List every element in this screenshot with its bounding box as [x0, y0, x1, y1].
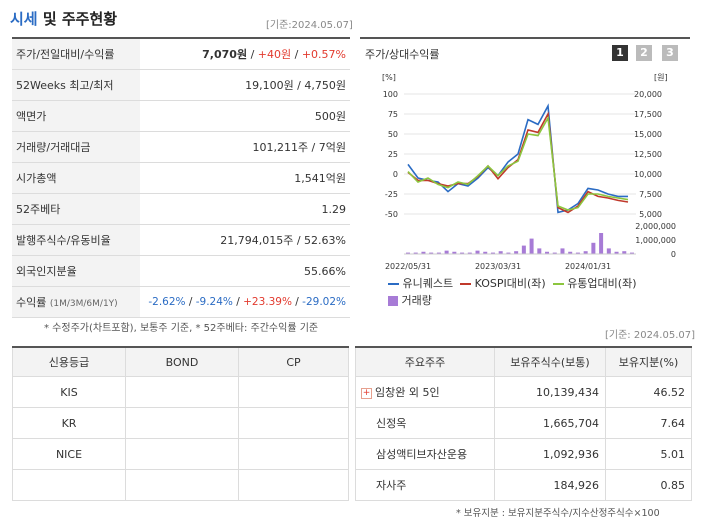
- table-row: KR: [12, 407, 349, 439]
- volume-bar: [467, 252, 472, 254]
- holder-name[interactable]: 임창완 외 5인: [375, 386, 440, 399]
- table-header-row: 주요주주 보유주식수(보통) 보유지분(%): [355, 346, 692, 377]
- y-tick-label: 75: [388, 110, 398, 119]
- holders-date-stamp: [기준: 2024.05.07]: [605, 330, 696, 341]
- footnote: * 수정주가(차트포함), 보통주 기준, * 52주베타: 주간수익률 기준: [44, 323, 319, 334]
- volume-bar: [568, 251, 573, 254]
- y2-tick-label: 5,000: [639, 210, 662, 219]
- table-row: + 임창완 외 5인 10,139,434 46.52: [355, 376, 692, 408]
- y2-tick-label: 7,500: [639, 190, 662, 199]
- table-row: KIS: [12, 376, 349, 408]
- table-row: 삼성액티브자산운용 1,092,936 5.01: [355, 438, 692, 470]
- y2-tick-label: 20,000: [634, 90, 662, 99]
- volume-bar: [483, 251, 488, 254]
- chart-tab-1[interactable]: 1: [612, 45, 628, 61]
- table-row: 발행주식수/유동비율 21,794,015주 / 52.63%: [12, 224, 350, 256]
- table-row: NICE: [12, 438, 349, 470]
- volume-bar: [552, 252, 557, 254]
- volume-bar: [529, 238, 534, 254]
- date-stamp: [기준:2024.05.07]: [266, 20, 353, 31]
- x-tick-label: 2024/01/31: [565, 262, 611, 271]
- volume-bar: [622, 251, 627, 254]
- chart-tab-3[interactable]: 3: [662, 45, 678, 61]
- volume-tick-label: 0: [671, 250, 676, 259]
- y-tick-label: 50: [388, 130, 398, 139]
- volume-bar: [406, 252, 410, 254]
- price-chart: 100 75 50 25 0 -25 -50 20,000 17,500 15,000 12,50…: [382, 73, 676, 271]
- volume-bar: [614, 251, 619, 254]
- y-tick-label: -50: [385, 210, 398, 219]
- series-line: [407, 115, 629, 211]
- volume-bar: [591, 242, 596, 254]
- chart-legend: 유니퀘스트 KOSPI대비(좌) 유통업대비(좌): [388, 275, 637, 291]
- volume-tick-label: 1,000,000: [635, 236, 676, 245]
- legend-line-icon: [552, 283, 564, 285]
- chart-title: 주가/상대수익률: [365, 48, 440, 61]
- major-shareholders-table: 주요주주 보유주식수(보통) 보유지분(%) + 임창완 외 5인 10,139,…: [355, 346, 692, 501]
- y2-tick-label: 17,500: [634, 110, 662, 119]
- table-row: 시가총액 1,541억원: [12, 162, 350, 194]
- quote-info-table: 주가/전일대비/수익률 7,070원 / +40원 / +0.57% 52Wee…: [12, 37, 350, 318]
- y2-tick-label: 15,000: [634, 130, 662, 139]
- volume-bar: [630, 252, 634, 254]
- volume-bar: [490, 252, 495, 254]
- returns-value: -2.62% / -9.24% / +23.39% / -29.02%: [140, 286, 350, 318]
- volume-bar: [537, 248, 542, 254]
- y2-tick-label: 10,000: [634, 170, 662, 179]
- table-row: 52주베타 1.29: [12, 193, 350, 225]
- volume-bar: [421, 251, 426, 254]
- y2-tick-label: 12,500: [634, 150, 662, 159]
- volume-tick-label: 2,000,000: [635, 222, 676, 231]
- volume-bar: [498, 251, 503, 254]
- volume-bar: [599, 233, 604, 254]
- volume-bar: [575, 252, 580, 254]
- volume-bar: [444, 250, 449, 254]
- table-row: 주가/전일대비/수익률 7,070원 / +40원 / +0.57%: [12, 37, 350, 70]
- table-row: [12, 469, 349, 501]
- volume-bar: [452, 251, 457, 254]
- volume-bar: [545, 251, 550, 254]
- table-row: 거래량/거래대금 101,211주 / 7억원: [12, 131, 350, 163]
- volume-bar: [475, 250, 480, 254]
- expand-icon[interactable]: +: [361, 387, 372, 399]
- chart-tab-2[interactable]: 2: [636, 45, 652, 61]
- right-unit: [원]: [654, 73, 668, 82]
- y-tick-label: -25: [385, 190, 398, 199]
- y-tick-label: 25: [388, 150, 398, 159]
- volume-bar: [560, 248, 565, 254]
- table-row: 자사주 184,926 0.85: [355, 469, 692, 501]
- legend-line-icon: [388, 283, 399, 285]
- volume-bar: [506, 252, 511, 254]
- credit-rating-table: 신용등급 BOND CP KIS KR NICE: [12, 346, 349, 501]
- legend-line-icon: [460, 283, 472, 285]
- table-row: 외국인지분율 55.66%: [12, 255, 350, 287]
- x-tick-label: 2022/05/31: [385, 262, 431, 271]
- table-row: 신정옥 1,665,704 7.64: [355, 407, 692, 439]
- holders-footnote: * 보유지분 : 보유지분주식수/지수산정주식수×100: [456, 508, 660, 519]
- volume-bar: [606, 248, 611, 254]
- volume-bar: [583, 251, 588, 254]
- table-row: 52Weeks 최고/최저 19,100원 / 4,750원: [12, 69, 350, 101]
- volume-bar: [413, 252, 418, 254]
- page-title: 시세 및 주주현황: [10, 10, 118, 28]
- row-label: 주가/전일대비/수익률: [12, 37, 140, 70]
- volume-bar: [514, 251, 519, 254]
- left-unit: [%]: [382, 73, 396, 82]
- volume-bar: [429, 252, 434, 254]
- table-row: 수익률 (1M/3M/6M/1Y) -2.62% / -9.24% / +23.…: [12, 286, 350, 318]
- price-value: 7,070원 / +40원 / +0.57%: [140, 37, 350, 70]
- chart-legend-volume: 거래량: [388, 292, 432, 308]
- table-row: 액면가 500원: [12, 100, 350, 132]
- chart-panel: [360, 37, 690, 314]
- volume-bar: [521, 245, 526, 254]
- table-header-row: 신용등급 BOND CP: [12, 346, 349, 377]
- y-tick-label: 100: [383, 90, 398, 99]
- series-line: [407, 111, 629, 214]
- legend-bar-icon: [388, 296, 398, 306]
- series-line: [407, 103, 628, 214]
- y-tick-label: 0: [393, 170, 398, 179]
- x-tick-label: 2023/03/31: [475, 262, 521, 271]
- volume-bar: [436, 252, 441, 254]
- volume-bar: [460, 252, 465, 254]
